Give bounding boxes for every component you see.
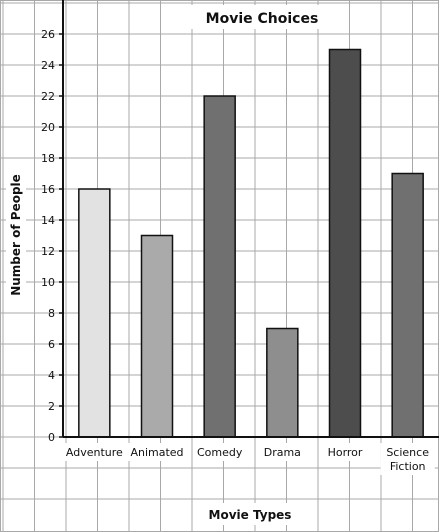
- y-tick-label-9: 18: [41, 152, 55, 165]
- x-category-background-5: [380, 443, 435, 475]
- y-tick-label-0: 0: [48, 431, 55, 444]
- x-category-label-4-0: Horror: [328, 446, 363, 459]
- x-category-2: Comedy: [195, 443, 244, 461]
- y-tick-label-5: 10: [41, 276, 55, 289]
- y-tick-label-2: 4: [48, 369, 55, 382]
- chart-title: Movie Choices: [206, 11, 319, 27]
- x-category-label-5-1: Fiction: [390, 460, 426, 473]
- bar-4: [328, 48, 362, 438]
- bar-2: [203, 95, 236, 438]
- bars: [78, 48, 424, 438]
- y-tick-label-4: 8: [48, 307, 55, 320]
- x-category-0: Adventure: [60, 443, 129, 461]
- x-category-label-3-0: Drama: [264, 446, 301, 459]
- y-tick-label-13: 26: [41, 28, 55, 41]
- bar-0: [78, 188, 111, 438]
- x-category-label-1-0: Animated: [130, 446, 183, 459]
- bar-1: [140, 234, 174, 438]
- y-tick-label-6: 12: [41, 245, 55, 258]
- x-axis-label: Movie Types: [209, 508, 292, 522]
- y-tick-label-3: 6: [48, 338, 55, 351]
- x-category-background-4: [321, 443, 369, 461]
- y-tick-label-10: 20: [41, 121, 55, 134]
- y-tick-label-12: 24: [41, 59, 55, 72]
- x-category-label-0-0: Adventure: [66, 446, 123, 459]
- x-category-background-2: [195, 443, 244, 461]
- y-axis-label: Number of People: [9, 174, 23, 296]
- x-category-label-2-0: Comedy: [197, 446, 243, 459]
- bar-5: [391, 172, 424, 438]
- y-axis-label-background: [6, 170, 26, 300]
- title-background: [190, 5, 334, 29]
- x-category-background-1: [126, 443, 188, 461]
- x-category-1: Animated: [126, 443, 188, 461]
- y-tick-label-7: 14: [41, 214, 55, 227]
- y-tick-label-8: 16: [41, 183, 55, 196]
- axes: [62, 0, 439, 438]
- x-category-4: Horror: [321, 443, 369, 461]
- x-category-background-3: [261, 443, 303, 461]
- x-category-labels: Adventure Animated Comedy Drama Horror Scienc…: [60, 443, 435, 475]
- x-category-label-5-0: Science: [386, 446, 429, 459]
- y-tick-label-11: 22: [41, 90, 55, 103]
- y-tick-label-1: 2: [48, 400, 55, 413]
- x-category-3: Drama: [261, 443, 303, 461]
- x-axis-label-background: [205, 503, 315, 525]
- x-category-background-0: [60, 443, 129, 461]
- bar-3: [266, 327, 299, 438]
